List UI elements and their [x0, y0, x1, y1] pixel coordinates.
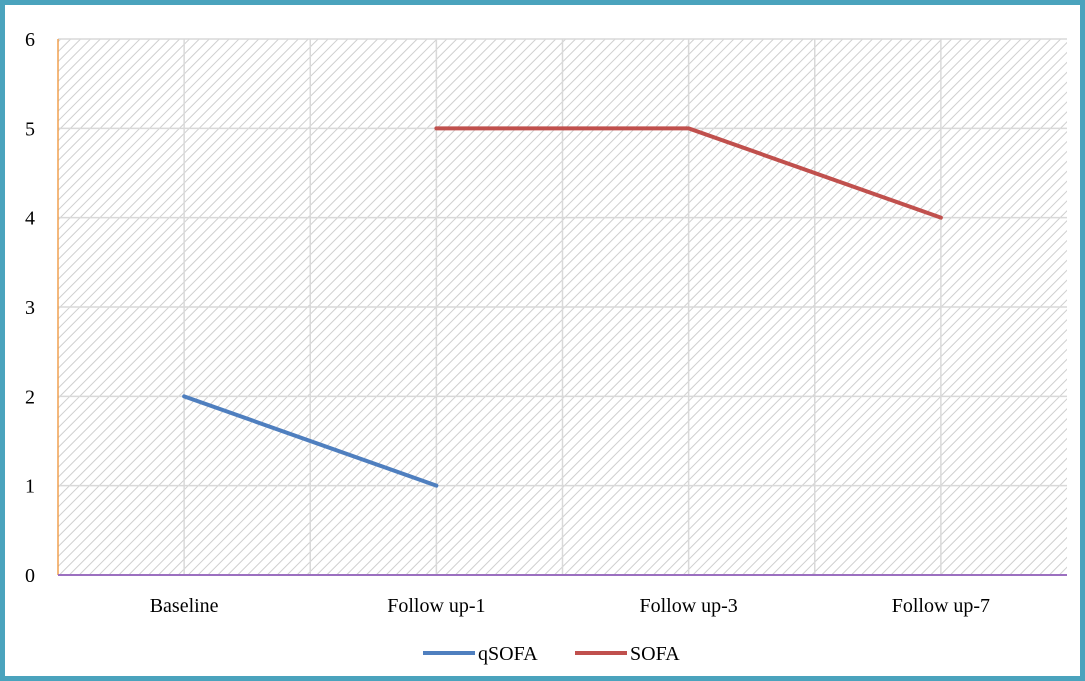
- y-tick-label: 4: [25, 208, 35, 230]
- line-chart: 0 1 2 3 4 5 6 Baseline Follow up-1 Follow up-3 Fo…: [25, 29, 1067, 665]
- y-tick-label: 0: [25, 565, 35, 587]
- x-category-label: Follow up-1: [387, 595, 485, 617]
- legend: qSOFA SOFA: [423, 643, 680, 665]
- x-axis-categories: Baseline Follow up-1 Follow up-3 Follow up-…: [150, 595, 990, 617]
- axes: [57, 39, 1067, 576]
- series-lines: [182, 126, 943, 488]
- x-category-label: Follow up-3: [639, 595, 737, 617]
- y-tick-label: 6: [25, 29, 35, 51]
- series-line-sofa: [434, 126, 943, 220]
- x-category-label: Baseline: [150, 595, 219, 617]
- y-tick-label: 3: [25, 297, 35, 319]
- series-line-qsofa: [182, 394, 439, 488]
- x-category-label: Follow up-7: [892, 595, 990, 617]
- legend-label-qsofa: qSOFA: [478, 643, 538, 665]
- y-tick-label: 2: [25, 386, 35, 408]
- y-tick-label: 5: [25, 118, 35, 140]
- legend-label-sofa: SOFA: [630, 643, 680, 665]
- y-tick-label: 1: [25, 476, 35, 498]
- y-axis-ticks: 0 1 2 3 4 5 6: [25, 29, 35, 587]
